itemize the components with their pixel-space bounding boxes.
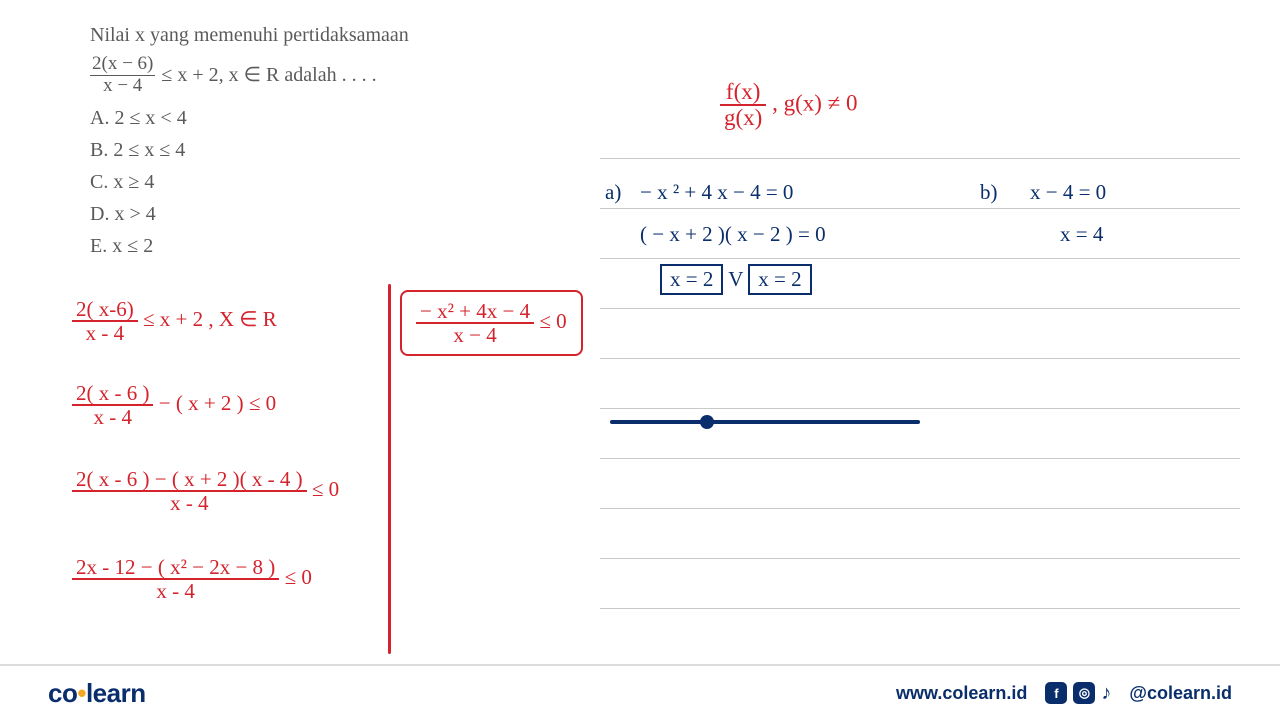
- sol-box-2: x = 2: [748, 264, 811, 295]
- footer-handle: @colearn.id: [1129, 683, 1232, 704]
- facebook-icon: f: [1045, 682, 1067, 704]
- number-line: [610, 420, 920, 424]
- problem-block: Nilai x yang memenuhi pertidaksamaan 2(x…: [90, 20, 409, 263]
- problem-prompt: Nilai x yang memenuhi pertidaksamaan: [90, 20, 409, 50]
- problem-after-frac: ≤ x + 2, x ∈ R adalah . . . .: [161, 60, 376, 90]
- footer-url: www.colearn.id: [896, 683, 1027, 704]
- option-b: B. 2 ≤ x ≤ 4: [90, 135, 409, 165]
- option-d: D. x > 4: [90, 199, 409, 229]
- problem-options: A. 2 ≤ x < 4 B. 2 ≤ x ≤ 4 C. x ≥ 4 D. x …: [90, 103, 409, 261]
- option-e: E. x ≤ 2: [90, 231, 409, 261]
- part-a-solutions: x = 2 V x = 2: [660, 264, 812, 295]
- social-icons: f ◎ ♪: [1045, 682, 1111, 704]
- red-divider: [388, 284, 391, 654]
- part-b-line2: x = 4: [1060, 222, 1103, 247]
- problem-formula: 2(x − 6) x − 4 ≤ x + 2, x ∈ R adalah . .…: [90, 54, 409, 97]
- fraction-rule: f(x)g(x) , g(x) ≠ 0: [720, 80, 858, 130]
- number-line-point: [700, 415, 714, 429]
- part-a-line1: − x ² + 4 x − 4 = 0: [640, 180, 793, 205]
- ruled-area: [600, 140, 1240, 640]
- page: Nilai x yang memenuhi pertidaksamaan 2(x…: [0, 0, 1280, 720]
- footer-right: www.colearn.id f ◎ ♪ @colearn.id: [896, 682, 1232, 704]
- option-a: A. 2 ≤ x < 4: [90, 103, 409, 133]
- tiktok-icon: ♪: [1101, 682, 1111, 704]
- part-a-line2: ( − x + 2 )( x − 2 ) = 0: [640, 222, 826, 247]
- footer: co•learn www.colearn.id f ◎ ♪ @colearn.i…: [0, 664, 1280, 720]
- part-b-label: b): [980, 180, 998, 205]
- red-step-3: 2( x - 6 ) − ( x + 2 )( x - 4 )x - 4 ≤ 0: [72, 468, 339, 514]
- sol-box-1: x = 2: [660, 264, 723, 295]
- red-step-2: 2( x - 6 )x - 4 − ( x + 2 ) ≤ 0: [72, 382, 276, 428]
- red-step-4: 2x - 12 − ( x² − 2x − 8 )x - 4 ≤ 0: [72, 556, 312, 602]
- number-line-axis: [610, 420, 920, 424]
- red-step-1: 2( x-6)x - 4 ≤ x + 2 , X ∈ R: [72, 298, 277, 344]
- part-a-label: a): [605, 180, 621, 205]
- problem-fraction: 2(x − 6) x − 4: [90, 54, 155, 97]
- option-c: C. x ≥ 4: [90, 167, 409, 197]
- part-b-line1: x − 4 = 0: [1030, 180, 1106, 205]
- logo: co•learn: [48, 678, 146, 709]
- red-box-result: − x² + 4x − 4x − 4 ≤ 0: [400, 290, 583, 356]
- instagram-icon: ◎: [1073, 682, 1095, 704]
